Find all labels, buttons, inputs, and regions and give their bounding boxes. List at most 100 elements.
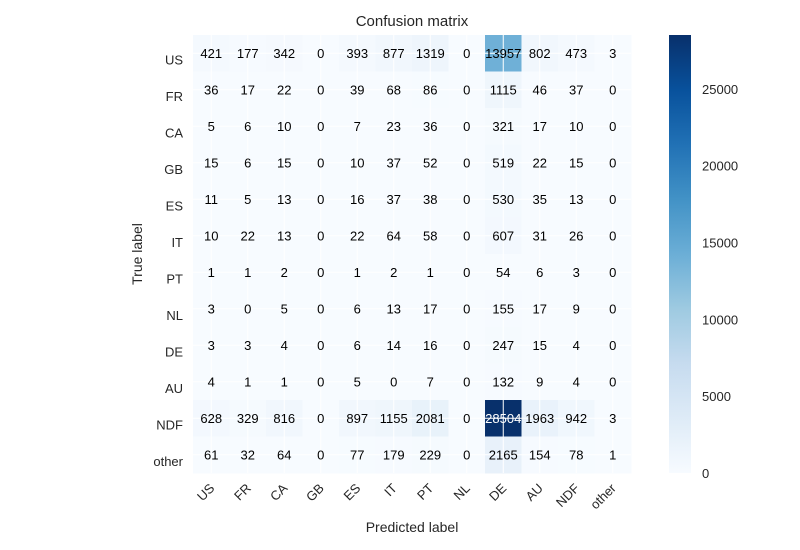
- cell-value-label: 0: [609, 155, 616, 170]
- cell-value-label: 77: [350, 447, 364, 462]
- y-tick-label: CA: [165, 125, 183, 140]
- y-tick-label: ES: [166, 198, 184, 213]
- cell-value-label: 0: [317, 155, 324, 170]
- x-tick-label: IT: [381, 480, 400, 499]
- x-tick-label: US: [194, 480, 218, 504]
- cell-value-label: 132: [492, 374, 514, 389]
- colorbar-tick-label: 0: [702, 466, 709, 481]
- cell-value-label: 15: [533, 338, 547, 353]
- cell-value-label: 36: [204, 82, 218, 97]
- y-tick-label: DE: [165, 344, 183, 359]
- y-tick-labels: US FR CA GB ES IT PT NL DE AU NDF other: [153, 52, 183, 469]
- y-tick-label: AU: [165, 381, 183, 396]
- x-axis-label: Predicted label: [366, 519, 459, 535]
- cell-value-label: 5: [281, 301, 288, 316]
- cell-value-label: 473: [565, 46, 587, 61]
- cell-value-label: 0: [463, 265, 470, 280]
- cell-value-label: 4: [208, 374, 215, 389]
- cell-value-label: 9: [536, 374, 543, 389]
- cell-value-label: 0: [463, 192, 470, 207]
- cell-value-label: 6: [244, 155, 251, 170]
- cell-value-label: 3: [208, 338, 215, 353]
- cell-value-label: 4: [573, 338, 580, 353]
- cell-value-label: 28504: [485, 411, 521, 426]
- cell-value-label: 0: [463, 411, 470, 426]
- cell-value-label: 0: [609, 265, 616, 280]
- colorbar-tick-label: 10000: [702, 312, 738, 327]
- cell-value-label: 1: [609, 447, 616, 462]
- cell-value-label: 13957: [485, 46, 521, 61]
- cell-value-label: 10: [204, 228, 218, 243]
- cell-value-label: 1: [244, 374, 251, 389]
- y-tick-label: PT: [166, 271, 183, 286]
- cell-value-label: 9: [573, 301, 580, 316]
- cell-value-label: 155: [492, 301, 514, 316]
- colorbar: [669, 35, 691, 473]
- cell-value-label: 0: [317, 46, 324, 61]
- cell-value-label: 0: [463, 338, 470, 353]
- cell-value-label: 5: [244, 192, 251, 207]
- cell-value-label: 877: [383, 46, 405, 61]
- cell-value-label: 1: [354, 265, 361, 280]
- cell-value-label: 26: [569, 228, 583, 243]
- cell-value-label: 68: [387, 82, 401, 97]
- colorbar-tick-label: 20000: [702, 159, 738, 174]
- colorbar-tick-label: 25000: [702, 82, 738, 97]
- cell-value-label: 22: [277, 82, 291, 97]
- y-tick-label: US: [165, 52, 183, 67]
- colorbar-tick-labels: 0 5000 10000 15000 20000 25000: [702, 82, 738, 481]
- x-tick-label: other: [587, 480, 619, 512]
- cell-value-label: 0: [609, 301, 616, 316]
- cell-value-label: 13: [387, 301, 401, 316]
- heatmap-grid: [193, 35, 631, 473]
- chart-title: Confusion matrix: [356, 13, 469, 30]
- cell-value-label: 2: [281, 265, 288, 280]
- heatmap-cell-labels: 421 177 342 0 393 877 1319 0 13957 802 473 336 17 22 0…: [200, 46, 616, 463]
- cell-value-label: 0: [317, 82, 324, 97]
- cell-value-label: 16: [423, 338, 437, 353]
- cell-value-label: 0: [463, 119, 470, 134]
- cell-value-label: 0: [463, 228, 470, 243]
- cell-value-label: 0: [463, 374, 470, 389]
- x-tick-label: ES: [341, 480, 364, 503]
- cell-value-label: 14: [387, 338, 401, 353]
- cell-value-label: 3: [208, 301, 215, 316]
- cell-value-label: 247: [492, 338, 514, 353]
- cell-value-label: 7: [354, 119, 361, 134]
- cell-value-label: 2165: [489, 447, 518, 462]
- cell-value-label: 0: [317, 192, 324, 207]
- cell-value-label: 10: [569, 119, 583, 134]
- cell-value-label: 11: [205, 192, 219, 207]
- cell-value-label: 1: [427, 265, 434, 280]
- heatmap-cells: [193, 35, 632, 474]
- cell-value-label: 16: [350, 192, 364, 207]
- cell-value-label: 329: [237, 411, 259, 426]
- cell-value-label: 6: [536, 265, 543, 280]
- cell-value-label: 5: [208, 119, 215, 134]
- x-tick-labels: US FR CA GB ES IT PT NL DE AU NDF other: [194, 480, 619, 512]
- colorbar-tick-label: 15000: [702, 236, 738, 251]
- cell-value-label: 54: [496, 265, 510, 280]
- cell-value-label: 897: [346, 411, 368, 426]
- cell-value-label: 35: [533, 192, 547, 207]
- cell-value-label: 3: [244, 338, 251, 353]
- cell-value-label: 0: [317, 228, 324, 243]
- cell-value-label: 1: [244, 265, 251, 280]
- cell-value-label: 22: [350, 228, 364, 243]
- cell-value-label: 628: [200, 411, 222, 426]
- cell-value-label: 1319: [416, 46, 445, 61]
- cell-value-label: 32: [241, 447, 255, 462]
- cell-value-label: 13: [569, 192, 583, 207]
- cell-value-label: 37: [569, 82, 583, 97]
- x-tick-label: NL: [451, 481, 473, 503]
- cell-value-label: 1155: [380, 411, 408, 426]
- cell-value-label: 607: [492, 228, 514, 243]
- colorbar-tick-label: 5000: [702, 389, 731, 404]
- cell-value-label: 58: [423, 228, 437, 243]
- cell-value-label: 0: [317, 374, 324, 389]
- cell-value-label: 0: [463, 82, 470, 97]
- cell-value-label: 3: [573, 265, 580, 280]
- cell-value-label: 17: [533, 301, 547, 316]
- cell-value-label: 17: [533, 119, 547, 134]
- cell-value-label: 154: [529, 447, 551, 462]
